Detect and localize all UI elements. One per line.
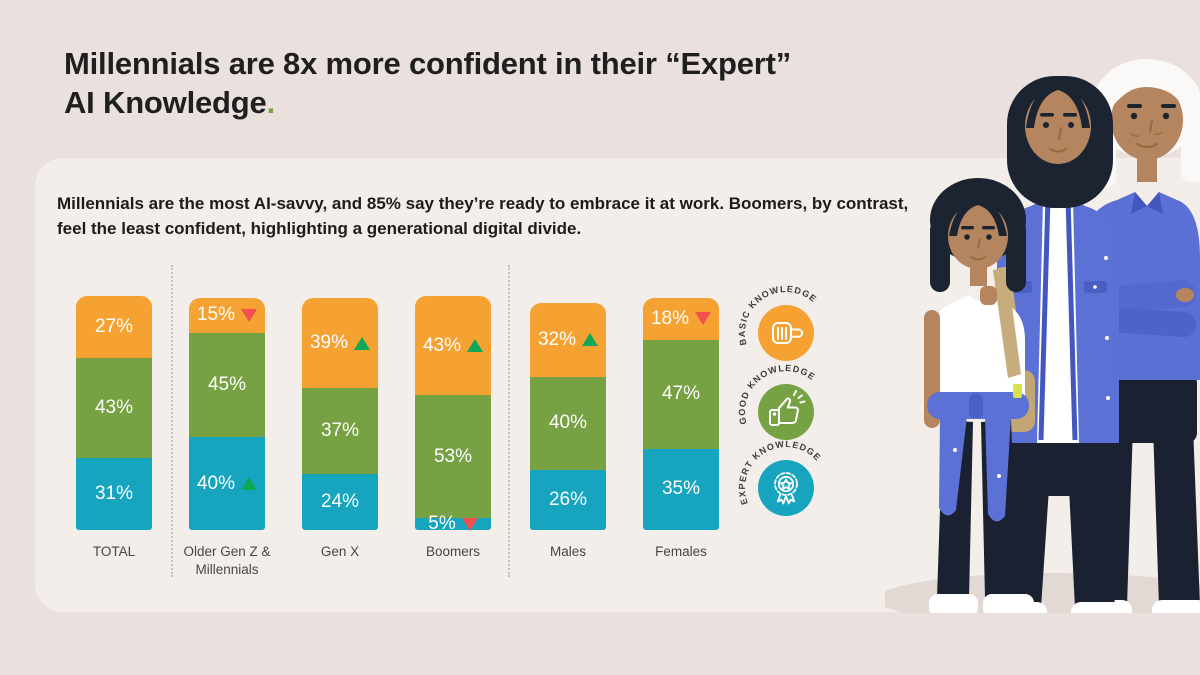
segment-value-label: 5% [428,513,456,535]
page-title: Millennials are 8x more confident in the… [64,44,1004,122]
segment-expert-knowledge: 24% [302,474,378,530]
segment-value-label: 18% [650,307,690,329]
award-rosette-icon [774,472,798,505]
segment-value-label: 35% [661,478,701,500]
stacked-bar-gen-x: 39% 37% 24% [302,298,378,530]
title-accent-period: . [266,85,276,121]
segment-good-knowledge: 53% [415,395,491,519]
legend-item-basic: BASIC KNOWLEDGE [737,284,818,361]
segment-expert-knowledge: 40% [189,437,265,530]
segment-basic-knowledge: 18% [643,298,719,340]
significantly-lower-icon [241,308,258,322]
significantly-higher-icon [582,333,599,347]
category-label-total: TOTAL [92,544,136,559]
segment-basic-knowledge: 15% [189,298,265,333]
segment-basic-knowledge: 39% [302,298,378,389]
segment-value-label: 39% [309,332,349,354]
significantly-higher-icon [354,336,371,350]
segment-value-label: 47% [661,383,701,405]
segment-value-label: 26% [548,488,588,510]
thumbs-up-icon [769,390,806,426]
stacked-bar-females: 18% 47% 35% [643,298,719,530]
segment-value-label: 43% [94,397,134,419]
segment-value-label: 53% [433,445,473,467]
segment-good-knowledge: 40% [530,376,606,470]
significantly-higher-icon [241,477,258,491]
dotted-separator-left [171,265,173,577]
segment-good-knowledge: 47% [643,339,719,449]
category-label-females: Females [655,544,707,559]
footer: Kadence International S6: How would you … [0,612,1200,675]
stacked-bar-boomers: 43% 53% 5% [415,295,491,534]
segment-expert-knowledge: 35% [643,448,719,530]
significantly-lower-icon [461,517,478,531]
stacked-bar-males: 32% 40% 26% [530,302,606,530]
segment-value-label: 24% [320,491,360,513]
segment-expert-knowledge: 31% [76,458,152,530]
segment-value-label: 27% [94,315,134,337]
chart-legend: BASIC KNOWLEDGE GOOD KNOWLEDGE EXPERT KN… [737,284,822,516]
segment-expert-knowledge: 26% [530,469,606,530]
segment-good-knowledge: 45% [189,332,265,438]
segment-good-knowledge: 37% [302,388,378,475]
category-label-gen-x: Gen X [320,544,360,559]
category-label-boomers: Boomers [425,544,481,559]
segment-basic-knowledge: 43% [415,295,491,396]
segment-value-label: 45% [207,373,247,395]
legend-item-good: GOOD KNOWLEDGE [737,363,816,440]
significantly-higher-icon [467,339,484,353]
segment-good-knowledge: 43% [76,358,152,459]
segment-value-label: 15% [196,304,236,326]
segment-value-label: 43% [422,334,462,356]
segment-basic-knowledge: 32% [530,302,606,377]
category-label-males: Males [549,544,586,559]
segment-value-label: 32% [537,328,577,350]
category-label-older-gen-z-millennials: Older Gen Z & Millennials [183,544,271,577]
significantly-lower-icon [695,312,712,326]
child-figure [924,178,1035,613]
chart-subtitle: Millennials are the most AI-savvy, and 8… [57,194,909,238]
segment-value-label: 37% [320,420,360,442]
segment-basic-knowledge: 27% [76,295,152,359]
stacked-bar-total: 27% 43% 31% [76,295,152,530]
segment-value-label: 40% [548,412,588,434]
title-line2: AI Knowledge [64,85,267,121]
legend-item-expert: EXPERT KNOWLEDGE [737,439,822,516]
dotted-separator-right [508,265,510,577]
title-line1: Millennials are 8x more confident in the… [64,46,792,81]
segment-value-label: 31% [94,483,134,504]
legend-circle-good [758,384,814,440]
segment-value-label: 40% [196,472,236,494]
people-illustration [885,59,1200,613]
pointing-fist-icon [772,322,804,344]
stacked-bar-older-gen-z-millennials: 15% 45% 40% [189,298,265,530]
segment-expert-knowledge: 5% [415,513,491,534]
